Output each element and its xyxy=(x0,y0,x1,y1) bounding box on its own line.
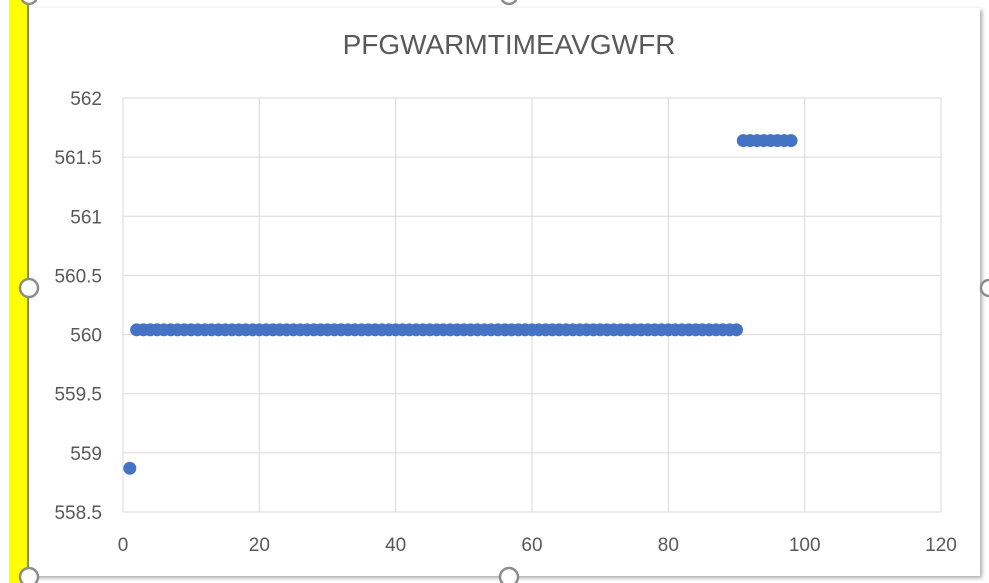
x-tick-label: 0 xyxy=(118,535,129,556)
data-point xyxy=(730,323,743,337)
y-tick-label: 559 xyxy=(70,444,102,465)
chart-title: PFGWARMTIMEAVGWFR xyxy=(343,29,676,60)
x-axis-tick-labels: 0 20 40 60 80 100 120 xyxy=(118,535,957,556)
y-tick-label: 562 xyxy=(70,89,102,110)
resize-handles[interactable] xyxy=(18,0,989,583)
gridlines xyxy=(122,97,942,513)
resize-handle-bottom-center[interactable] xyxy=(498,566,520,583)
y-tick-label: 558.5 xyxy=(54,503,102,524)
data-point xyxy=(784,134,798,148)
x-tick-label: 120 xyxy=(925,535,957,556)
resize-handle-middle-right[interactable] xyxy=(979,278,989,298)
x-tick-label: 40 xyxy=(385,535,406,556)
x-tick-label: 80 xyxy=(658,535,679,556)
x-tick-label: 20 xyxy=(249,535,270,556)
resize-handle-bottom-left[interactable] xyxy=(18,566,40,583)
y-tick-label: 561.5 xyxy=(54,148,102,169)
y-tick-label: 561 xyxy=(70,207,102,228)
data-point xyxy=(123,461,137,475)
x-tick-label: 100 xyxy=(789,535,821,556)
resize-handle-top-left[interactable] xyxy=(20,0,38,6)
resize-handle-middle-left[interactable] xyxy=(18,277,40,299)
y-tick-label: 559.5 xyxy=(54,385,102,406)
y-tick-label: 560 xyxy=(70,326,102,347)
y-axis-tick-labels: 558.5 559 559.5 560 560.5 561 561.5 562 xyxy=(54,89,102,524)
selection-highlight-bar xyxy=(9,0,28,583)
x-tick-label: 60 xyxy=(521,535,542,556)
y-tick-label: 560.5 xyxy=(54,266,102,287)
resize-handle-top-center[interactable] xyxy=(500,0,518,6)
data-points xyxy=(123,134,798,475)
chart-area[interactable] xyxy=(29,8,980,576)
